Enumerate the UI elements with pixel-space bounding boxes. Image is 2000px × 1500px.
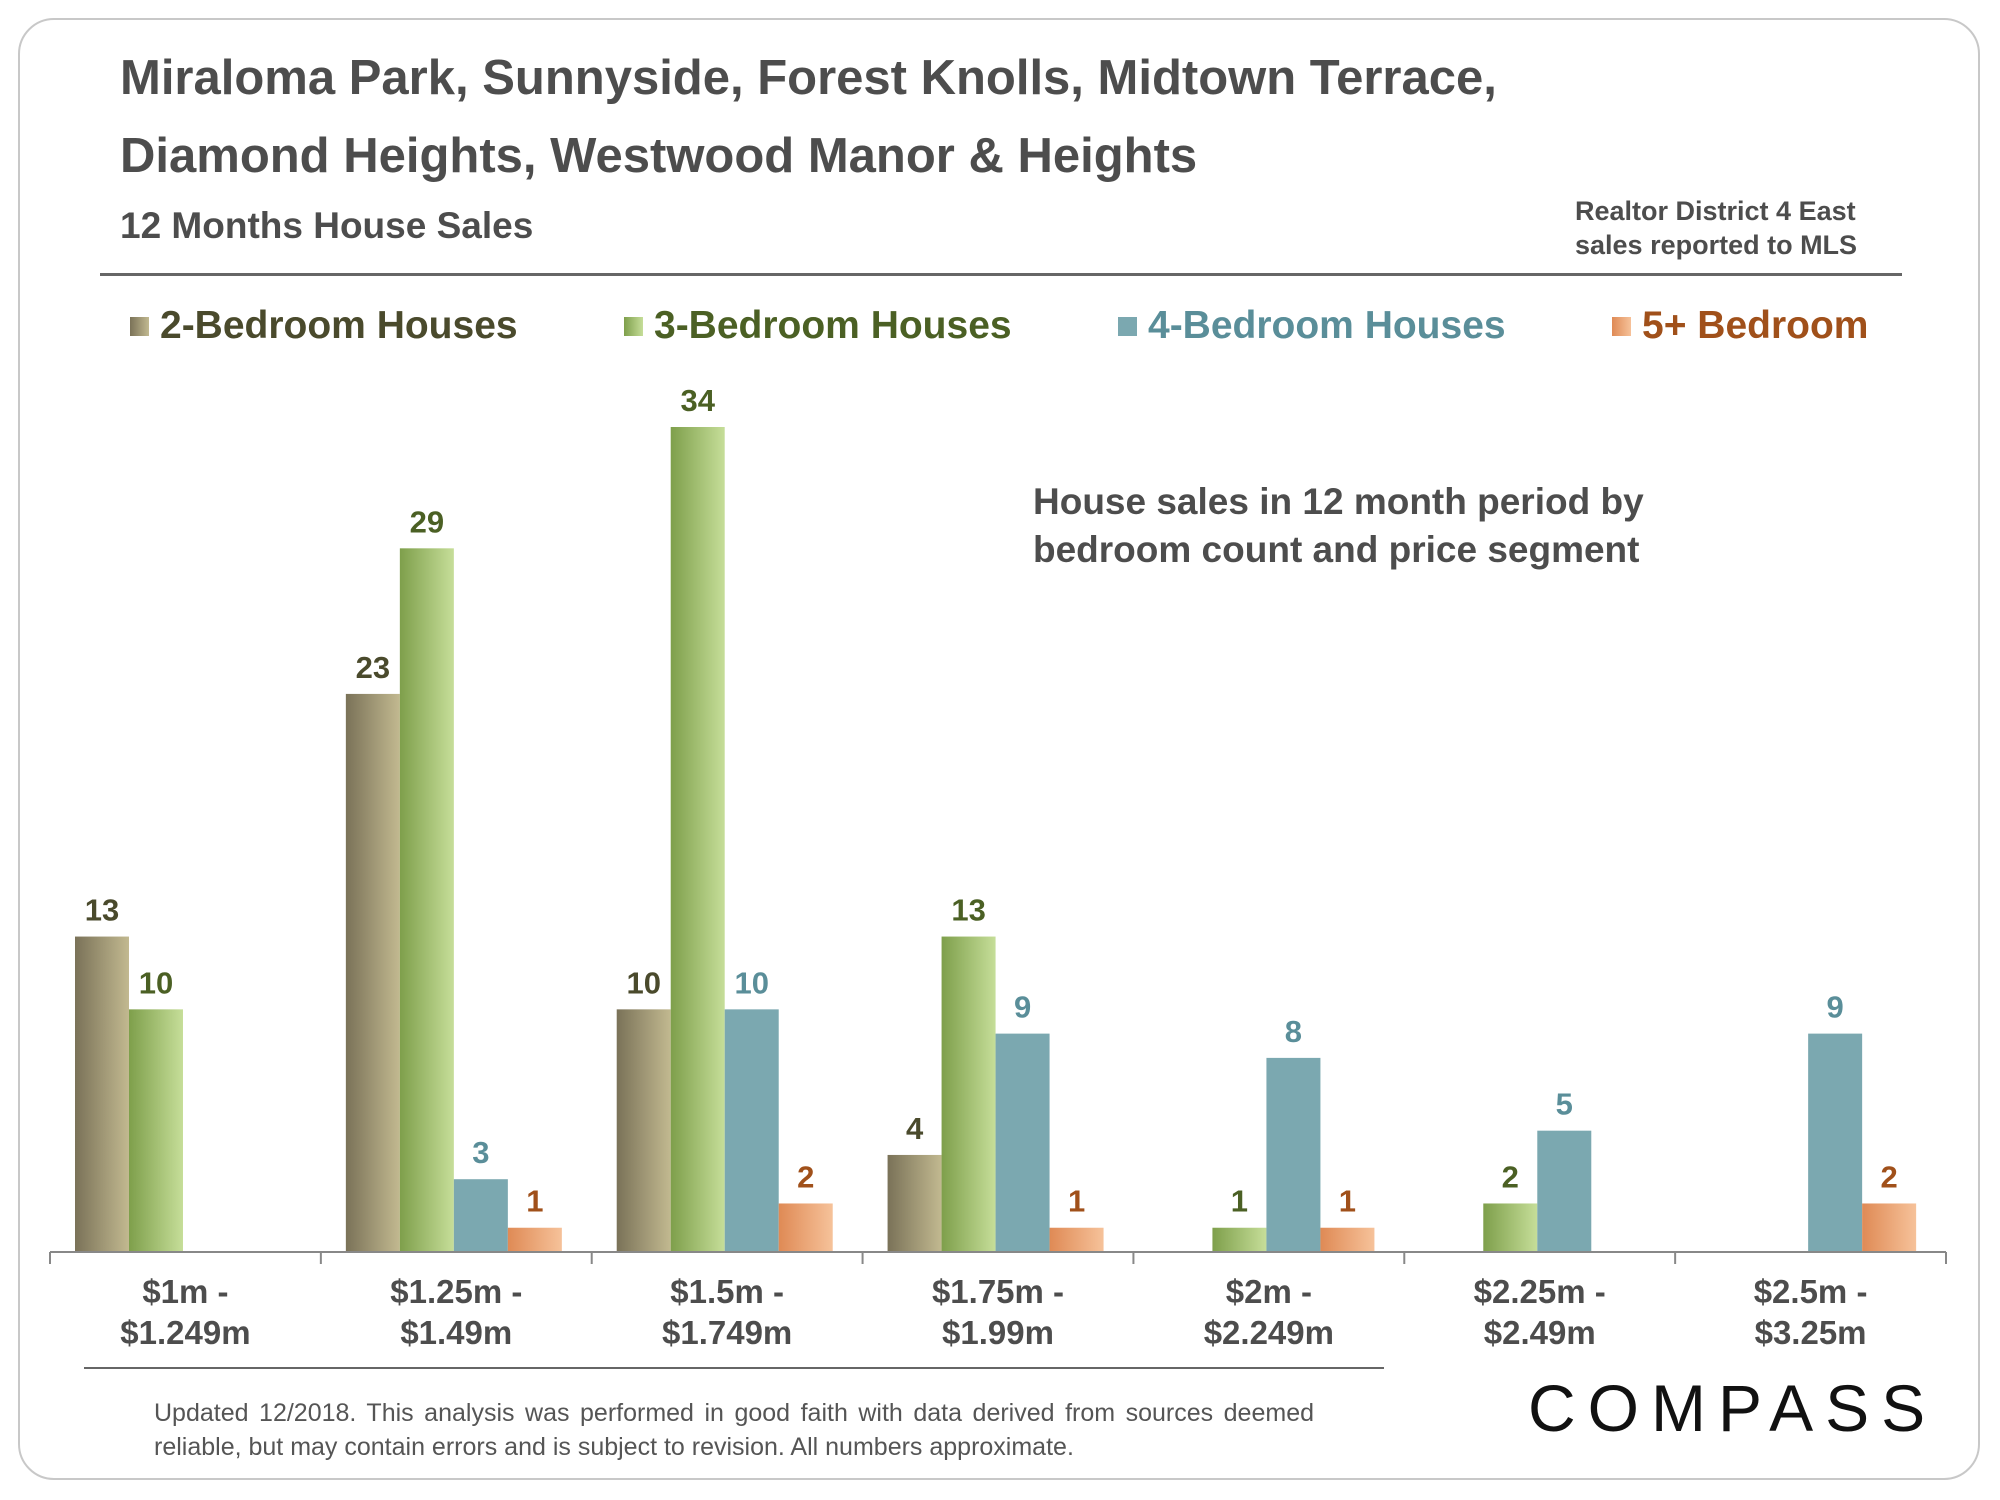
legend-label-bed4: 4-Bedroom Houses [1148, 304, 1506, 347]
data-label-bed3-1: 29 [410, 504, 444, 539]
x-tick-label-6-1: $3.25m [1755, 1314, 1867, 1351]
bar-bed3-0 [129, 1009, 183, 1252]
data-label-bed5-1: 1 [526, 1184, 543, 1219]
bar-bed3-5 [1483, 1203, 1538, 1252]
bar-bed4-5 [1537, 1130, 1592, 1252]
bar-bed5-2 [778, 1203, 833, 1252]
bar-bed5-1 [507, 1227, 562, 1252]
x-tick-label-2-0: $1.5m - [670, 1273, 784, 1310]
data-label-bed3-2: 34 [680, 383, 715, 418]
bar-bed3-4 [1212, 1227, 1267, 1252]
x-tick-label-5-0: $2.25m - [1474, 1273, 1606, 1310]
chart-annotation-line1: House sales in 12 month period by [1033, 481, 1644, 522]
data-label-bed5-2: 2 [797, 1159, 814, 1194]
data-label-bed2-1: 23 [356, 650, 390, 685]
legend-label-bed3: 3-Bedroom Houses [654, 304, 1012, 347]
data-label-bed4-6: 9 [1827, 990, 1844, 1025]
data-label-bed3-5: 2 [1502, 1159, 1519, 1194]
legend-item-bed5: 5+ Bedroom [1612, 304, 1868, 348]
x-tick-label-1-1: $1.49m [400, 1314, 512, 1351]
source-note-line1: Realtor District 4 East [1575, 196, 1856, 226]
bar-bed4-6 [1808, 1033, 1863, 1252]
x-tick-label-5-1: $2.49m [1484, 1314, 1596, 1351]
header-divider [100, 273, 1902, 276]
x-tick-label-3-1: $1.99m [942, 1314, 1054, 1351]
bar-bed4-1 [453, 1179, 508, 1252]
source-note: Realtor District 4 East sales reported t… [1575, 194, 1857, 262]
data-label-bed2-0: 13 [85, 893, 119, 928]
data-label-bed4-2: 10 [734, 965, 768, 1000]
data-label-bed3-3: 13 [951, 893, 985, 928]
x-tick-label-2-1: $1.749m [662, 1314, 792, 1351]
x-tick-label-0-1: $1.249m [120, 1314, 250, 1351]
data-label-bed5-6: 2 [1881, 1159, 1898, 1194]
footer-divider [84, 1367, 1384, 1369]
x-tick-label-0-0: $1m - [142, 1273, 228, 1310]
bar-bed3-1 [399, 548, 454, 1252]
bar-bed3-2 [670, 427, 725, 1252]
page-subtitle: 12 Months House Sales [120, 205, 534, 246]
page-title-line1: Miraloma Park, Sunnyside, Forest Knolls,… [120, 51, 1497, 105]
chart-annotation-line2: bedroom count and price segment [1033, 529, 1640, 570]
data-label-bed3-0: 10 [139, 965, 173, 1000]
data-label-bed5-3: 1 [1068, 1184, 1085, 1219]
bar-bed5-6 [1862, 1203, 1917, 1252]
x-tick-label-1-0: $1.25m - [390, 1273, 522, 1310]
data-label-bed4-3: 9 [1014, 990, 1031, 1025]
legend-swatch-bed4 [1118, 316, 1137, 336]
x-tick-label-4-1: $2.249m [1204, 1314, 1334, 1351]
bar-bed2-2 [616, 1009, 671, 1252]
chart-annotation: House sales in 12 month period by bedroo… [1033, 478, 1644, 574]
bar-bed3-3 [941, 936, 996, 1252]
data-label-bed4-4: 8 [1285, 1014, 1302, 1049]
data-label-bed2-2: 10 [626, 965, 660, 1000]
data-label-bed2-3: 4 [906, 1111, 924, 1146]
bar-bed2-3 [887, 1154, 942, 1252]
legend-label-bed2: 2-Bedroom Houses [160, 304, 518, 347]
data-label-bed5-4: 1 [1339, 1184, 1356, 1219]
data-label-bed3-4: 1 [1231, 1184, 1248, 1219]
bar-bed4-3 [995, 1033, 1050, 1252]
bar-bed2-0 [75, 936, 129, 1252]
legend-item-bed3: 3-Bedroom Houses [624, 304, 1012, 348]
legend-item-bed4: 4-Bedroom Houses [1118, 304, 1506, 348]
compass-logo: COMPASS [1528, 1371, 1938, 1445]
legend-swatch-bed3 [624, 316, 643, 336]
source-note-line2: sales reported to MLS [1575, 230, 1858, 260]
bar-bed5-4 [1320, 1227, 1375, 1252]
disclaimer-text: Updated 12/2018. This analysis was perfo… [154, 1399, 1314, 1461]
bar-bed4-4 [1266, 1057, 1321, 1252]
legend-item-bed2: 2-Bedroom Houses [130, 304, 518, 348]
data-label-bed4-1: 3 [472, 1135, 489, 1170]
bar-bed2-1 [345, 693, 400, 1252]
data-label-bed4-5: 5 [1556, 1087, 1573, 1122]
legend-swatch-bed2 [130, 316, 149, 336]
page-title-line2: Diamond Heights, Westwood Manor & Height… [120, 129, 1198, 183]
bar-bed5-3 [1049, 1227, 1104, 1252]
legend-swatch-bed5 [1612, 316, 1631, 336]
bar-bed4-2 [724, 1009, 779, 1252]
legend-label-bed5: 5+ Bedroom [1642, 304, 1869, 347]
x-tick-label-6-0: $2.5m - [1754, 1273, 1868, 1310]
x-tick-label-4-0: $2m - [1226, 1273, 1312, 1310]
x-tick-label-3-0: $1.75m - [932, 1273, 1064, 1310]
